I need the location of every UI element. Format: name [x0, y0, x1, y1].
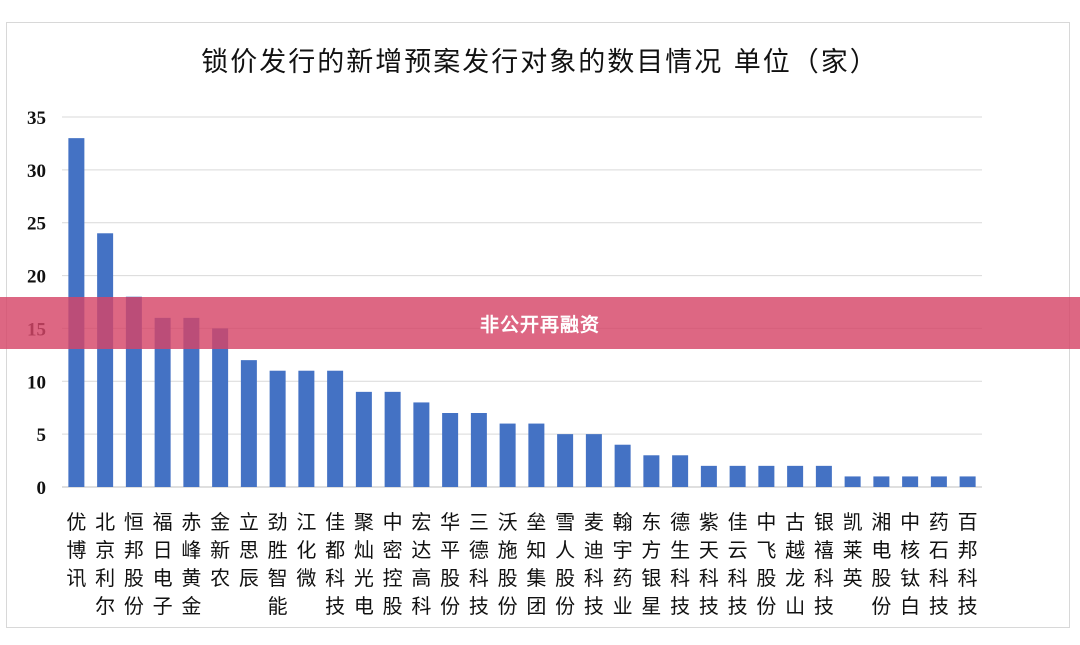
x-tick-label: 银禧科技: [814, 510, 834, 618]
x-tick-label: 赤峰黄金: [181, 510, 201, 618]
bar: [643, 455, 660, 487]
bar: [442, 413, 459, 487]
x-tick-label: 麦迪科技: [584, 510, 604, 618]
bar: [729, 465, 746, 487]
x-tick-label: 华平股份: [440, 510, 460, 618]
x-tick-label: 金新农: [210, 510, 230, 590]
x-tick-label: 翰宇药业: [613, 510, 633, 618]
x-tick-label: 劲胜智能: [268, 510, 288, 618]
x-tick-label: 古越龙山: [785, 510, 805, 618]
bar: [873, 476, 890, 487]
x-tick-label: 雪人股份: [555, 510, 575, 618]
x-tick-label: 优博讯: [66, 510, 86, 590]
x-tick-label: 东方银星: [641, 510, 661, 618]
bar: [269, 370, 286, 487]
x-tick-label: 德生科技: [670, 510, 690, 618]
x-tick-label: 药石科技: [929, 510, 949, 618]
x-tick-label: 中密控股: [383, 510, 403, 618]
bar: [902, 476, 919, 487]
bar: [327, 370, 344, 487]
bar: [758, 465, 775, 487]
x-tick-label: 中核钛白: [900, 510, 920, 618]
bar: [557, 434, 574, 487]
category-banner[interactable]: 非公开再融资: [0, 297, 1080, 349]
y-tick-label: 35: [27, 108, 46, 129]
x-tick-label: 佳云科技: [728, 510, 748, 618]
bar: [700, 465, 717, 487]
x-tick-label: 立思辰: [239, 510, 259, 590]
x-tick-label: 北京利尔: [95, 510, 115, 618]
bar: [384, 391, 401, 487]
bar: [470, 413, 487, 487]
x-tick-label: 中飞股份: [756, 510, 776, 618]
banner-label: 非公开再融资: [479, 313, 600, 336]
x-tick-label: 百邦科技: [958, 510, 978, 618]
x-tick-label: 紫天科技: [699, 510, 719, 618]
bar: [499, 423, 516, 487]
x-tick-label: 福日电子: [153, 510, 173, 618]
x-tick-label: 沃施股份: [498, 510, 518, 618]
chart-title: 锁价发行的新增预案发行对象的数目情况 单位（家）: [201, 47, 879, 78]
x-tick-label: 湘电股份: [871, 510, 891, 618]
y-tick-label: 20: [27, 267, 46, 288]
x-tick-label: 三德科技: [469, 510, 489, 618]
y-tick-label: 5: [37, 425, 47, 446]
y-tick-label: 30: [27, 161, 46, 182]
y-tick-label: 25: [27, 214, 46, 235]
bar: [298, 370, 315, 487]
bar: [240, 360, 257, 487]
bar: [413, 402, 430, 487]
bar: [355, 391, 372, 487]
bar: [585, 434, 602, 487]
bar: [614, 444, 631, 487]
bar: [97, 233, 114, 487]
bar: [815, 465, 832, 487]
y-tick-label: 0: [37, 478, 47, 499]
x-tick-label: 宏达高科: [411, 510, 431, 618]
y-tick-label: 10: [27, 372, 46, 393]
bar: [528, 423, 545, 487]
x-tick-label: 恒邦股份: [124, 510, 144, 618]
bar: [959, 476, 976, 487]
bar: [844, 476, 861, 487]
bar: [212, 328, 229, 487]
bar: [930, 476, 947, 487]
x-tick-label: 佳都科技: [325, 510, 345, 618]
bar: [154, 317, 171, 487]
bar: [672, 455, 689, 487]
x-tick-label: 江化微: [296, 510, 316, 590]
x-tick-label: 聚灿光电: [354, 510, 374, 618]
x-tick-label: 凯莱英: [843, 510, 863, 590]
x-tick-label: 垒知集团: [526, 510, 546, 618]
bar: [787, 465, 804, 487]
bar: [183, 317, 200, 487]
